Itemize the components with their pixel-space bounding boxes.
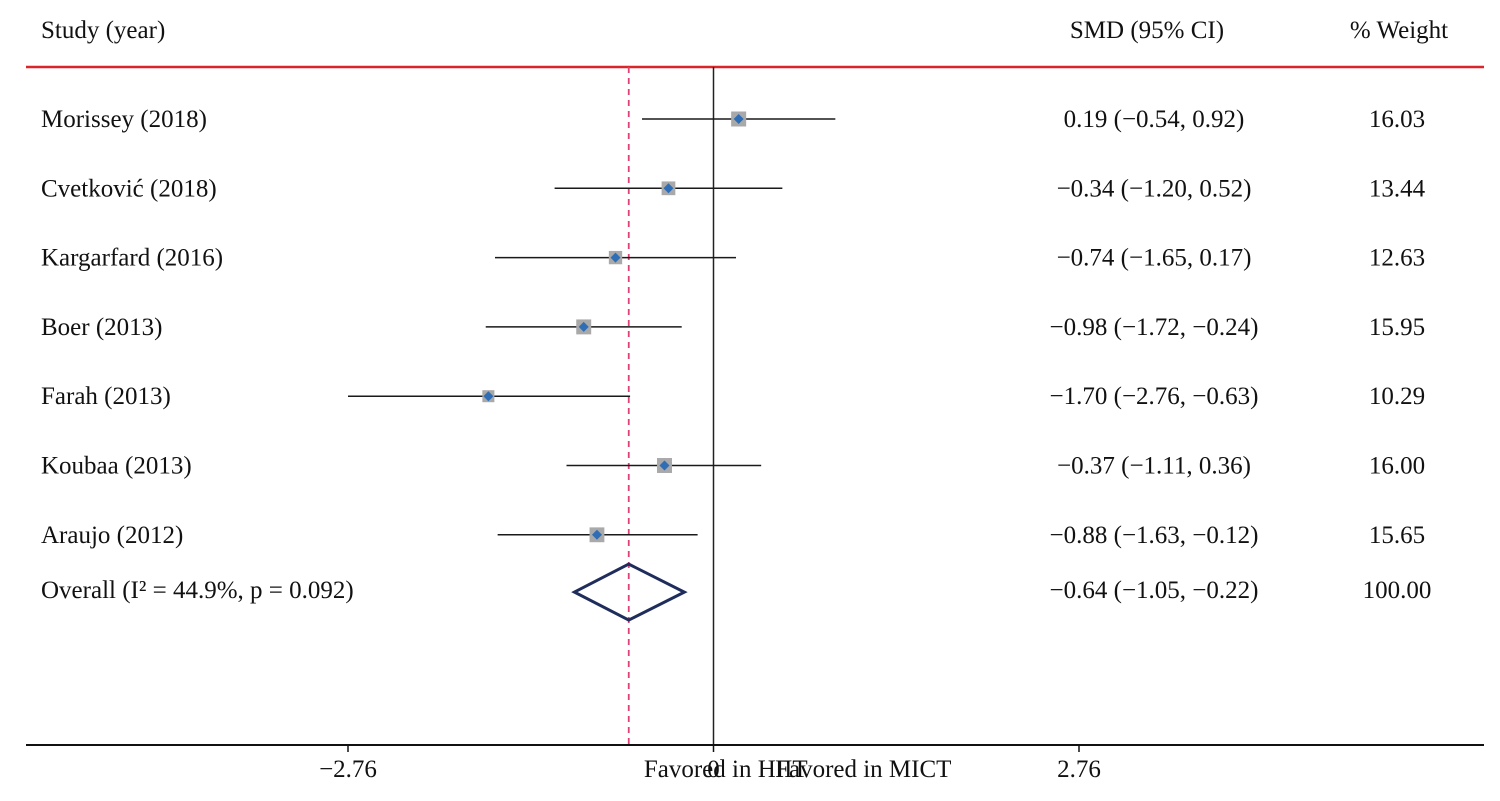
study-point (659, 460, 670, 471)
study-row: Cvetković (2018) −0.34 (−1.20, 0.52) 13.… (41, 175, 1426, 202)
study-row: Araujo (2012) −0.88 (−1.63, −0.12) 15.65 (41, 522, 1425, 549)
favored-left-label: Favored in HIIT (644, 756, 808, 783)
study-label: Cvetković (2018) (41, 175, 217, 202)
x-axis-ticks: −2.76 0 2.76 (319, 745, 1101, 783)
overall-diamond (571, 562, 688, 622)
study-row: Koubaa (2013) −0.37 (−1.11, 0.36) 16.00 (41, 453, 1425, 480)
study-ci-text: −0.37 (−1.11, 0.36) (1057, 453, 1251, 480)
overall-label: Overall (I² = 44.9%, p = 0.092) (41, 577, 354, 604)
study-row: Morissey (2018) 0.19 (−0.54, 0.92) 16.03 (41, 106, 1425, 133)
study-weight: 16.00 (1369, 453, 1425, 480)
study-weight: 15.95 (1369, 314, 1425, 341)
study-ci-text: −1.70 (−2.76, −0.63) (1050, 383, 1259, 410)
favored-right-label: Favored in MICT (775, 756, 951, 783)
study-ci-text: −0.98 (−1.72, −0.24) (1050, 314, 1259, 341)
study-label: Farah (2013) (41, 383, 171, 410)
header-study: Study (year) (41, 17, 165, 44)
study-label: Koubaa (2013) (41, 453, 192, 480)
study-point (578, 321, 589, 332)
study-rows: Morissey (2018) 0.19 (−0.54, 0.92) 16.03… (41, 106, 1426, 549)
study-weight: 16.03 (1369, 106, 1425, 133)
overall-row: Overall (I² = 44.9%, p = 0.092) −0.64 (−… (41, 562, 1432, 622)
study-weight: 15.65 (1369, 522, 1425, 549)
overall-weight: 100.00 (1363, 577, 1432, 604)
study-point (591, 529, 602, 540)
study-point (483, 391, 494, 402)
study-label: Araujo (2012) (41, 522, 183, 549)
study-ci-text: −0.88 (−1.63, −0.12) (1050, 522, 1259, 549)
study-point (733, 114, 744, 124)
study-weight: 12.63 (1369, 245, 1425, 272)
study-weight: 10.29 (1369, 383, 1425, 410)
header-estimate: SMD (95% CI) (1070, 17, 1224, 44)
study-label: Boer (2013) (41, 314, 163, 341)
study-row: Boer (2013) −0.98 (−1.72, −0.24) 15.95 (41, 314, 1425, 341)
study-label: Kargarfard (2016) (41, 245, 223, 272)
x-tick-label: 2.76 (1057, 756, 1101, 783)
header-weight: % Weight (1350, 17, 1448, 44)
study-label: Morissey (2018) (41, 106, 207, 133)
study-weight: 13.44 (1369, 175, 1426, 202)
study-ci-text: 0.19 (−0.54, 0.92) (1064, 106, 1245, 133)
study-row: Kargarfard (2016) −0.74 (−1.65, 0.17) 12… (41, 245, 1425, 272)
study-point (663, 183, 674, 194)
x-tick-label: 0 (707, 756, 720, 783)
study-ci-text: −0.74 (−1.65, 0.17) (1057, 245, 1252, 272)
x-tick-label: −2.76 (319, 756, 377, 783)
study-point (610, 252, 621, 263)
overall-ci-text: −0.64 (−1.05, −0.22) (1050, 577, 1259, 604)
study-row: Farah (2013) −1.70 (−2.76, −0.63) 10.29 (41, 383, 1425, 410)
study-ci-text: −0.34 (−1.20, 0.52) (1057, 175, 1252, 202)
